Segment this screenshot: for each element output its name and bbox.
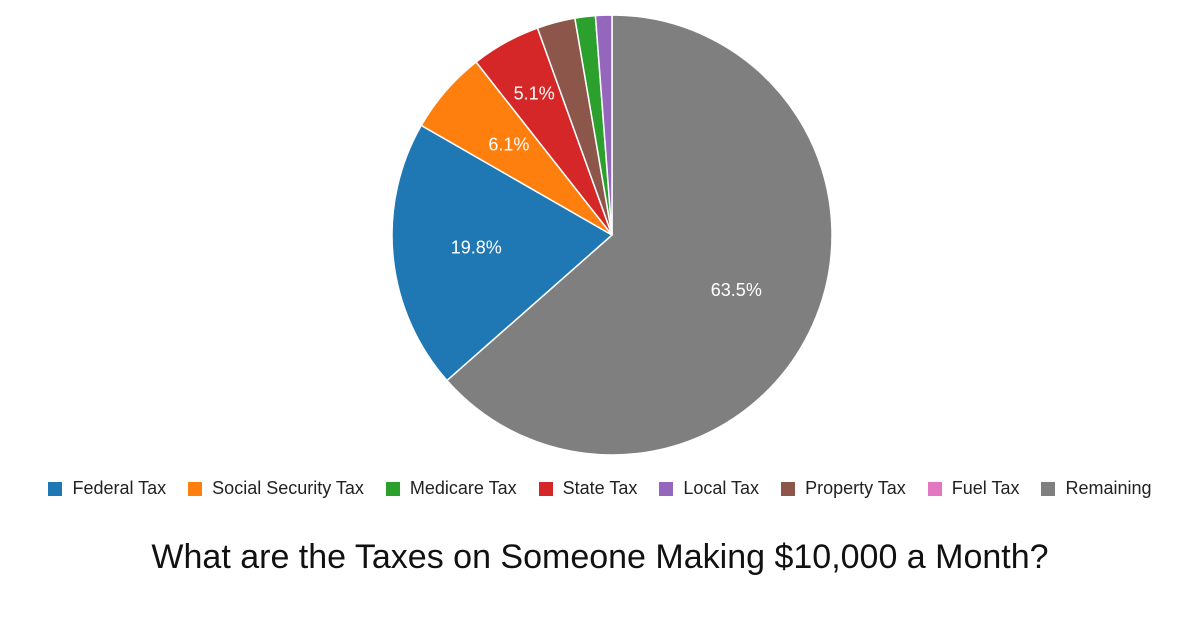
legend-label: Federal Tax (72, 478, 167, 498)
legend-label: State Tax (562, 478, 638, 498)
pie-slice-remaining (445, 14, 833, 456)
legend-swatch (927, 481, 942, 496)
legend-label: Fuel Tax (951, 478, 1020, 498)
legend-label: Local Tax (683, 478, 760, 498)
slice-label-state-tax: 5.1% (514, 83, 555, 103)
legend-swatch (48, 481, 63, 496)
legend-item-local-tax: Local Tax (659, 478, 759, 499)
legend-label: Social Security Tax (212, 478, 364, 498)
slice-label-social-security-tax: 6.1% (488, 135, 529, 155)
legend-label: Property Tax (805, 478, 906, 498)
legend-item-property-tax: Property Tax (781, 478, 906, 499)
legend-swatch (781, 481, 796, 496)
legend-swatch (538, 481, 553, 496)
legend-item-social-security-tax: Social Security Tax (188, 478, 364, 499)
legend-swatch (659, 481, 674, 496)
legend-swatch (188, 481, 203, 496)
legend-item-federal-tax: Federal Tax (48, 478, 166, 499)
legend-swatch (385, 481, 400, 496)
pie-slices (391, 14, 833, 456)
legend-label: Remaining (1065, 478, 1152, 498)
pie-slice-federal-tax (391, 124, 614, 382)
slice-label-federal-tax: 19.8% (451, 237, 502, 257)
legend-swatch (1041, 481, 1056, 496)
chart-title: What are the Taxes on Someone Making $10… (151, 538, 1049, 576)
legend-item-fuel-tax: Fuel Tax (927, 478, 1020, 499)
legend-item-remaining: Remaining (1041, 478, 1152, 499)
legend: Federal Tax Social Security Tax Medicare T… (0, 478, 1200, 499)
pie-labels: 63.5% 19.8% 6.1% 5.1% (451, 83, 762, 300)
legend-label: Medicare Tax (409, 478, 517, 498)
slice-label-remaining: 63.5% (711, 280, 762, 300)
pie-chart: 63.5% 19.8% 6.1% 5.1% (391, 14, 833, 456)
legend-item-medicare-tax: Medicare Tax (385, 478, 517, 499)
legend-item-state-tax: State Tax (538, 478, 638, 499)
pie-slice-local-tax (594, 14, 613, 236)
